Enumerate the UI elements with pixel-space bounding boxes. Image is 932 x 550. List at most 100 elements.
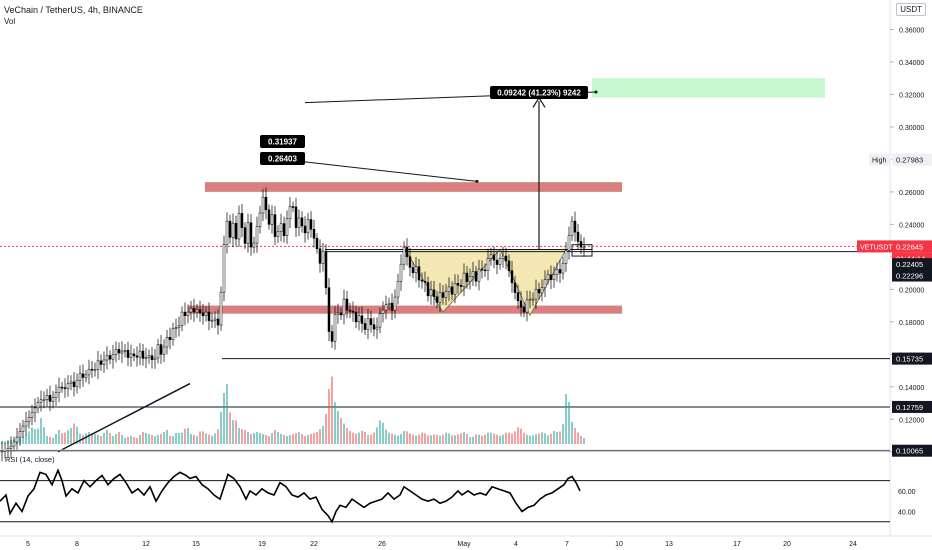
volume-bar — [49, 437, 51, 444]
volume-bar — [100, 436, 102, 444]
volume-bar — [142, 432, 144, 444]
candle-body — [552, 274, 556, 280]
candle-body — [540, 287, 544, 294]
candle-body — [183, 311, 187, 316]
candle-body — [264, 196, 268, 211]
candle-body — [12, 441, 16, 447]
candle-body — [15, 436, 19, 443]
volume-bar — [457, 434, 459, 444]
volume-bar — [181, 432, 183, 444]
time-axis-tick: 4 — [514, 541, 518, 548]
projection-point[interactable] — [475, 179, 479, 183]
candle-body — [222, 244, 226, 293]
candle-body — [189, 308, 193, 313]
candle-body — [123, 349, 127, 352]
volume-bar — [514, 431, 516, 444]
volume-bar — [124, 438, 126, 444]
price-tag-022645: 0.22645 — [896, 242, 923, 251]
candle-body — [411, 267, 415, 273]
candle-body — [78, 373, 82, 381]
candle-body — [228, 220, 232, 238]
volume-bar — [97, 435, 99, 444]
volume-bar — [358, 432, 360, 444]
volume-bar — [31, 427, 33, 444]
volume-bar — [331, 376, 333, 444]
projection-line-lower[interactable] — [304, 161, 478, 182]
volume-bar — [298, 432, 300, 444]
candle-body — [165, 337, 169, 348]
high-label-bg — [869, 153, 891, 166]
volume-bar — [580, 436, 582, 444]
volume-bar — [466, 434, 468, 444]
candle-body — [384, 304, 388, 311]
candle-body — [84, 374, 88, 378]
volume-bar — [166, 430, 168, 444]
candle-body — [576, 231, 580, 242]
price-axis-tick: 0.24000 — [899, 222, 924, 229]
candle-body — [366, 318, 370, 330]
volume-bar — [94, 434, 96, 444]
candle-body — [330, 331, 334, 342]
candle-body — [291, 206, 295, 208]
chart-symbol-title: VeChain / TetherUS, 4h, BINANCE — [4, 5, 143, 15]
candle-body — [564, 250, 568, 264]
volume-bar — [328, 389, 330, 444]
time-axis-tick: 8 — [75, 541, 79, 548]
volume-bar — [550, 434, 552, 444]
candle-body — [498, 258, 502, 265]
time-axis-tick: 7 — [565, 541, 569, 548]
candle-body — [408, 256, 412, 268]
candle-body — [276, 231, 280, 237]
price-axis-tick: 0.30000 — [899, 125, 924, 132]
resistance-zone[interactable] — [205, 182, 622, 192]
volume-bar — [133, 437, 135, 444]
volume-bar — [34, 429, 36, 444]
candle-body — [297, 217, 301, 228]
support-zone[interactable] — [188, 305, 622, 314]
price-tag-bg — [892, 352, 932, 365]
volume-bar — [52, 438, 54, 444]
volume-bar — [385, 429, 387, 444]
volume-bar — [244, 430, 246, 444]
volume-bar — [442, 434, 444, 444]
trend-line[interactable] — [57, 382, 191, 453]
candle-body — [120, 350, 124, 354]
candle-body — [177, 325, 181, 328]
currency-selector[interactable]: USDT — [896, 3, 926, 16]
candle-body — [570, 220, 574, 236]
price-axis-tick: 0.14000 — [899, 385, 924, 392]
candle-body — [555, 269, 559, 275]
target-zone[interactable] — [592, 78, 825, 98]
annotation-target-move-bg[interactable] — [490, 86, 588, 99]
candle-body — [405, 246, 409, 258]
volume-bar — [160, 434, 162, 444]
volume-bar — [337, 411, 339, 444]
volume-bar — [391, 433, 393, 444]
candle-body — [81, 373, 85, 378]
volume-bar — [475, 434, 477, 444]
annotation-031937-bg[interactable] — [260, 135, 305, 148]
volume-bar — [238, 428, 240, 444]
projection-point[interactable] — [594, 90, 598, 94]
candle-body — [135, 355, 139, 358]
candle-body — [357, 315, 361, 323]
candle-body — [345, 298, 349, 311]
volume-bar — [406, 431, 408, 444]
candle-body — [339, 312, 343, 316]
candle-body — [543, 279, 547, 288]
candle-body — [315, 237, 319, 249]
volume-bar — [148, 434, 150, 444]
candle-body — [99, 360, 103, 365]
volume-bar — [439, 435, 441, 444]
volume-bar — [247, 432, 249, 444]
price-axis-tick: 0.34000 — [899, 60, 924, 67]
time-axis-tick: 15 — [192, 541, 200, 548]
candle-body — [54, 392, 58, 399]
volume-bar — [415, 435, 417, 444]
candle-body — [441, 292, 445, 298]
candle-body — [66, 383, 70, 389]
volume-bar — [214, 433, 216, 444]
annotation-026403-bg[interactable] — [260, 152, 305, 165]
candle-body — [333, 314, 337, 342]
